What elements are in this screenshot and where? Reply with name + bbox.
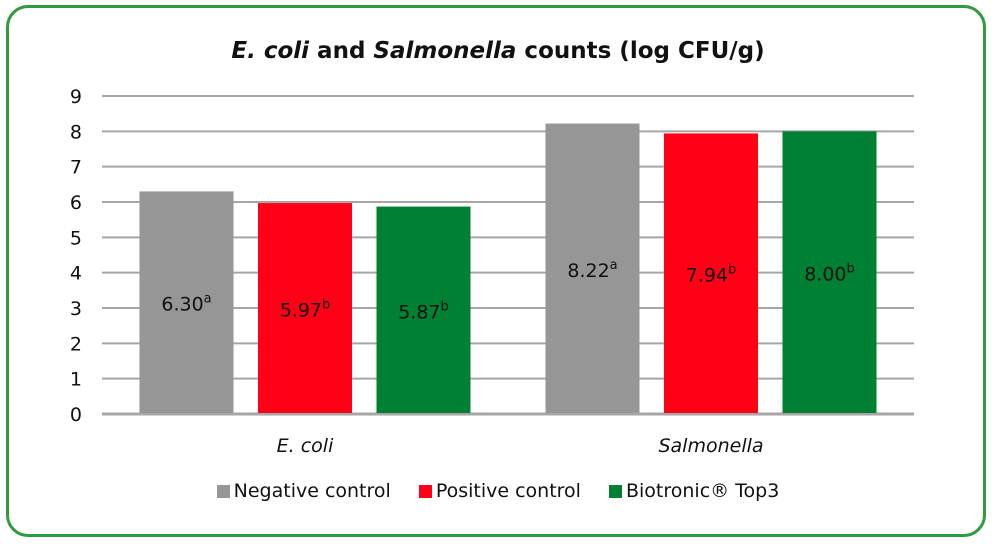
data-label: 8.22a bbox=[567, 258, 617, 282]
data-label: 6.30a bbox=[161, 292, 211, 316]
legend-swatch bbox=[418, 484, 432, 498]
data-label: 8.00b bbox=[804, 262, 855, 286]
y-tick-label: 7 bbox=[70, 157, 82, 179]
bar bbox=[545, 123, 640, 413]
bar bbox=[376, 206, 471, 413]
y-tick-label: 6 bbox=[70, 192, 82, 214]
legend-swatch bbox=[216, 484, 230, 498]
y-tick-label: 8 bbox=[70, 121, 82, 143]
chart-title: E. coli and Salmonella counts (log CFU/g… bbox=[0, 38, 996, 64]
legend-item-positive-control: Positive control bbox=[418, 480, 581, 502]
y-tick-label: 4 bbox=[70, 263, 82, 285]
y-tick-label: 9 bbox=[70, 86, 82, 108]
bar bbox=[782, 131, 877, 414]
bar bbox=[139, 191, 234, 413]
x-category-label: E. coli bbox=[277, 435, 334, 457]
chart-frame bbox=[6, 5, 986, 537]
legend: Negative control Positive control Biotro… bbox=[0, 480, 996, 502]
legend-label: Negative control bbox=[233, 480, 391, 502]
x-category-label: Salmonella bbox=[658, 435, 763, 457]
title-italic-ecoli: E. coli bbox=[231, 38, 310, 64]
legend-item-negative-control: Negative control bbox=[216, 480, 391, 502]
bar bbox=[664, 133, 758, 413]
data-label: 5.97b bbox=[280, 298, 331, 322]
data-label: 5.87b bbox=[398, 299, 449, 323]
legend-item-biotronic: Biotronic® Top3 bbox=[608, 480, 780, 502]
y-tick-label: 1 bbox=[70, 369, 82, 391]
title-rest: counts (log CFU/g) bbox=[516, 38, 765, 64]
bar bbox=[258, 203, 352, 413]
y-tick-label: 3 bbox=[70, 298, 82, 320]
title-italic-salmonella: Salmonella bbox=[373, 38, 517, 64]
legend-label: Biotronic® Top3 bbox=[625, 480, 780, 502]
title-and: and bbox=[309, 38, 374, 64]
legend-label: Positive control bbox=[435, 480, 581, 502]
legend-swatch bbox=[608, 484, 622, 498]
y-tick-label: 0 bbox=[70, 404, 82, 426]
data-label: 7.94b bbox=[686, 263, 737, 287]
y-tick-label: 2 bbox=[70, 333, 82, 355]
y-tick-label: 5 bbox=[70, 227, 82, 249]
